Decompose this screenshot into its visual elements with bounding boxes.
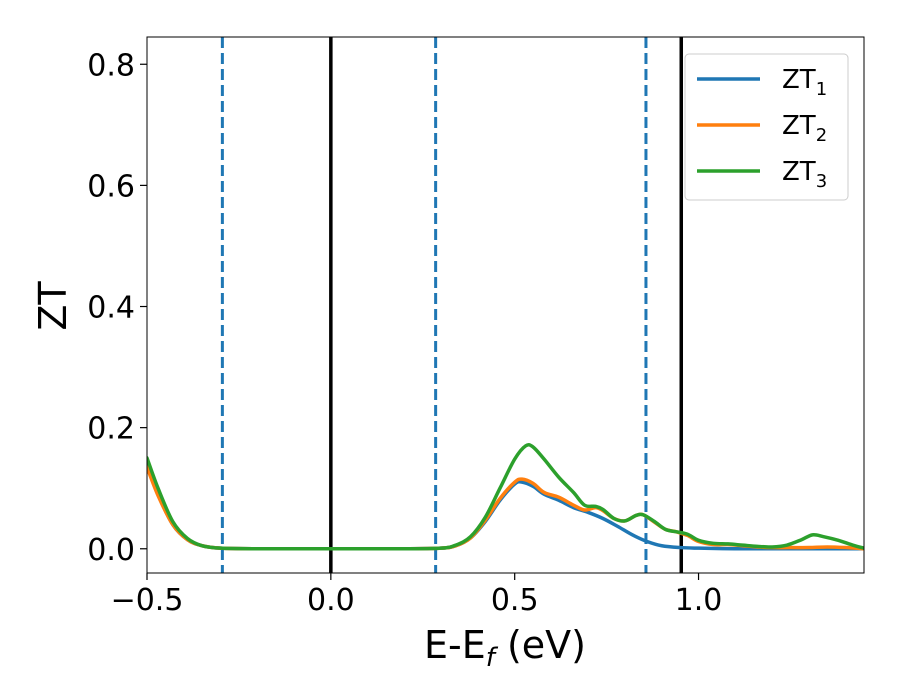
legend: ZT1 ZT2 ZT3 — [684, 53, 849, 201]
legend-label-zt3: ZT3 — [782, 157, 827, 192]
legend-label-zt1: ZT1 — [782, 65, 827, 100]
x-axis: −0.5 0.0 0.5 1.0 — [111, 573, 723, 618]
legend-label-zt2: ZT2 — [782, 111, 827, 146]
x-axis-title-main: E-E — [424, 623, 486, 667]
y-tick-label: 0.0 — [87, 533, 135, 568]
legend-box — [684, 53, 849, 201]
x-tick-label: 0.0 — [307, 583, 355, 618]
series-lines — [147, 442, 864, 551]
vertical-reference-lines — [220, 37, 684, 573]
y-axis-title: ZT — [31, 281, 75, 331]
y-tick-label: 0.6 — [87, 169, 135, 204]
x-tick-label: 0.5 — [491, 583, 539, 618]
x-tick-label: −0.5 — [111, 583, 184, 618]
y-tick-label: 0.4 — [87, 291, 135, 326]
x-tick-label: 1.0 — [675, 583, 723, 618]
series-line-zt3 — [147, 442, 864, 551]
y-axis: 0.0 0.2 0.4 0.6 0.8 — [87, 48, 147, 568]
x-axis-title-tail: (eV) — [495, 623, 586, 667]
y-tick-label: 0.2 — [87, 412, 135, 447]
plot-frame — [146, 36, 865, 574]
y-tick-label: 0.8 — [87, 48, 135, 83]
x-axis-title: E-Ef (eV) — [424, 623, 586, 673]
